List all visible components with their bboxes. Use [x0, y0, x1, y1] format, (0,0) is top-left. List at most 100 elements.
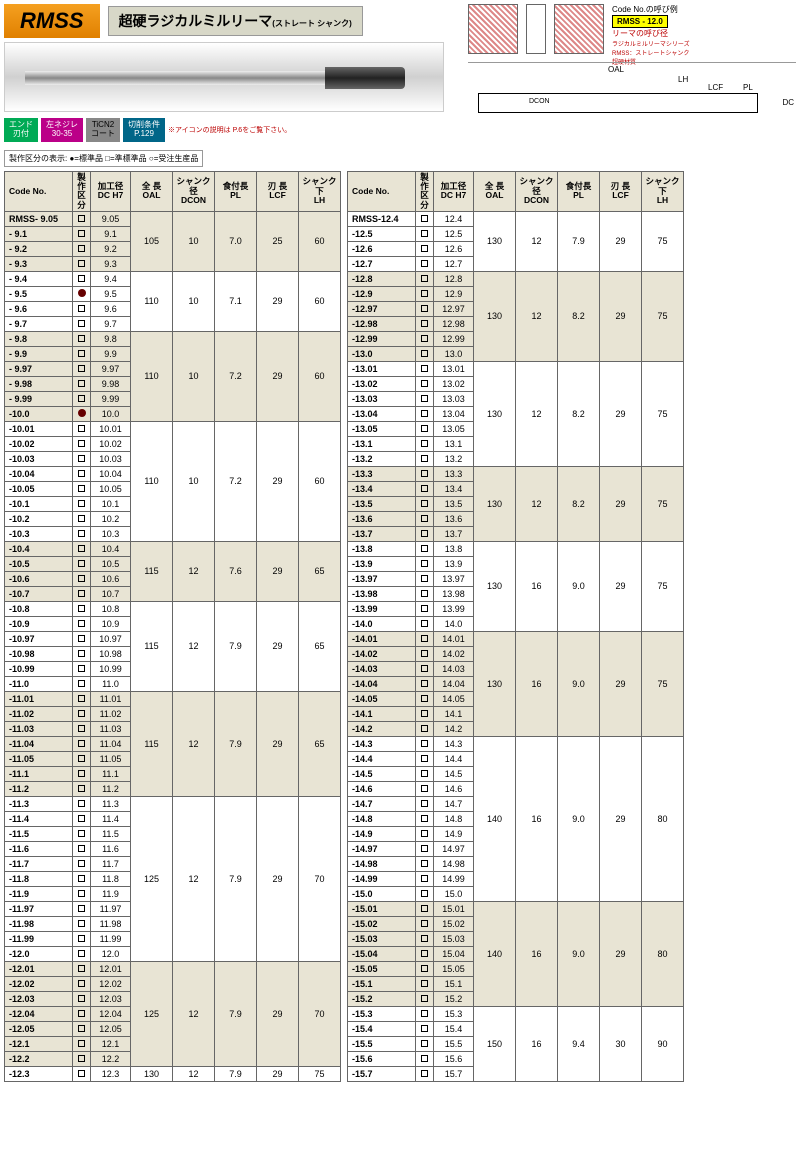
mark-cell	[416, 1036, 434, 1051]
lh-cell: 75	[642, 631, 684, 736]
semi-mark-icon	[421, 950, 428, 957]
lcf-cell: 25	[257, 211, 299, 271]
code-cell: -11.03	[5, 721, 73, 736]
lcf-cell: 29	[600, 271, 642, 361]
mark-cell	[416, 496, 434, 511]
feature-badge: 左ネジレ30-35	[41, 118, 83, 142]
dc-cell: 11.97	[91, 901, 131, 916]
mark-cell	[73, 361, 91, 376]
code-cell: -14.98	[348, 856, 416, 871]
tool-image	[4, 42, 444, 112]
mark-cell	[73, 331, 91, 346]
semi-mark-icon	[78, 500, 85, 507]
lh-cell: 90	[642, 1006, 684, 1081]
mark-cell	[73, 976, 91, 991]
pl-cell: 8.2	[558, 361, 600, 466]
mark-cell	[416, 286, 434, 301]
mark-cell	[416, 721, 434, 736]
code-cell: -12.99	[348, 331, 416, 346]
dc-cell: 15.7	[434, 1066, 474, 1081]
semi-mark-icon	[78, 1040, 85, 1047]
dc-cell: 10.97	[91, 631, 131, 646]
badge-note: ※アイコンの説明は P.6をご覧下さい。	[168, 125, 291, 135]
semi-mark-icon	[78, 830, 85, 837]
dcon-cell: 12	[516, 466, 558, 541]
semi-mark-icon	[421, 500, 428, 507]
table-row: -12.312.3130127.92975	[5, 1066, 341, 1081]
pl-cell: 8.2	[558, 271, 600, 361]
semi-mark-icon	[421, 575, 428, 582]
col-header: Code No.	[348, 171, 416, 211]
table-row: -14.314.3140169.02980	[348, 736, 684, 751]
dc-cell: 12.99	[434, 331, 474, 346]
mark-cell	[73, 271, 91, 286]
code-cell: -15.01	[348, 901, 416, 916]
col-header: シャンク下LH	[642, 171, 684, 211]
semi-mark-icon	[421, 380, 428, 387]
code-cell: -15.03	[348, 931, 416, 946]
code-cell: -14.2	[348, 721, 416, 736]
code-cell: -15.04	[348, 946, 416, 961]
dcon-cell: 12	[173, 541, 215, 601]
dc-cell: 15.5	[434, 1036, 474, 1051]
dc-cell: 12.8	[434, 271, 474, 286]
code-cell: -15.2	[348, 991, 416, 1006]
dc-cell: 10.04	[91, 466, 131, 481]
dc-cell: 11.02	[91, 706, 131, 721]
table-row: -12.812.8130128.22975	[348, 271, 684, 286]
dc-cell: 13.03	[434, 391, 474, 406]
semi-mark-icon	[78, 755, 85, 762]
dcon-cell: 10	[173, 271, 215, 331]
mark-cell	[73, 646, 91, 661]
mark-cell	[73, 1036, 91, 1051]
dc-cell: 12.05	[91, 1021, 131, 1036]
oal-cell: 130	[474, 631, 516, 736]
dc-cell: 14.04	[434, 676, 474, 691]
mark-cell	[73, 706, 91, 721]
table-row: -13.313.3130128.22975	[348, 466, 684, 481]
code-cell: -14.99	[348, 871, 416, 886]
mark-cell	[73, 496, 91, 511]
code-cell: -12.02	[5, 976, 73, 991]
semi-mark-icon	[421, 815, 428, 822]
dc-cell: 11.7	[91, 856, 131, 871]
semi-mark-icon	[421, 260, 428, 267]
mark-cell	[416, 361, 434, 376]
table-row: RMSS- 9.059.05105107.02560	[5, 211, 341, 226]
mark-cell	[73, 601, 91, 616]
oal-cell: 130	[474, 466, 516, 541]
code-cell: -15.05	[348, 961, 416, 976]
dc-cell: 14.03	[434, 661, 474, 676]
dc-cell: 9.4	[91, 271, 131, 286]
code-cell: -13.5	[348, 496, 416, 511]
dc-cell: 14.8	[434, 811, 474, 826]
mark-cell	[73, 721, 91, 736]
table-row: - 9.49.4110107.12960	[5, 271, 341, 286]
oal-cell: 110	[131, 331, 173, 421]
dc-cell: 12.02	[91, 976, 131, 991]
mark-cell	[416, 886, 434, 901]
dc-cell: 10.99	[91, 661, 131, 676]
code-cell: -13.8	[348, 541, 416, 556]
pl-cell: 8.2	[558, 466, 600, 541]
pl-cell: 9.4	[558, 1006, 600, 1081]
code-cell: -12.0	[5, 946, 73, 961]
semi-mark-icon	[78, 305, 85, 312]
col-header: 全 長OAL	[474, 171, 516, 211]
table-row: -10.410.4115127.62965	[5, 541, 341, 556]
dc-cell: 9.98	[91, 376, 131, 391]
dc-cell: 15.05	[434, 961, 474, 976]
dc-cell: 13.3	[434, 466, 474, 481]
dc-cell: 13.6	[434, 511, 474, 526]
header: RMSS 超硬ラジカルミルリーマ(ストレート シャンク) エンド刃付左ネジレ30…	[0, 0, 800, 146]
semi-mark-icon	[78, 770, 85, 777]
code-cell: -15.3	[348, 1006, 416, 1021]
semi-mark-icon	[78, 215, 85, 222]
pl-cell: 7.1	[215, 271, 257, 331]
mark-cell	[73, 736, 91, 751]
dc-cell: 11.8	[91, 871, 131, 886]
mark-cell	[416, 1051, 434, 1066]
dc-cell: 14.7	[434, 796, 474, 811]
semi-mark-icon	[78, 920, 85, 927]
semi-mark-icon	[78, 740, 85, 747]
